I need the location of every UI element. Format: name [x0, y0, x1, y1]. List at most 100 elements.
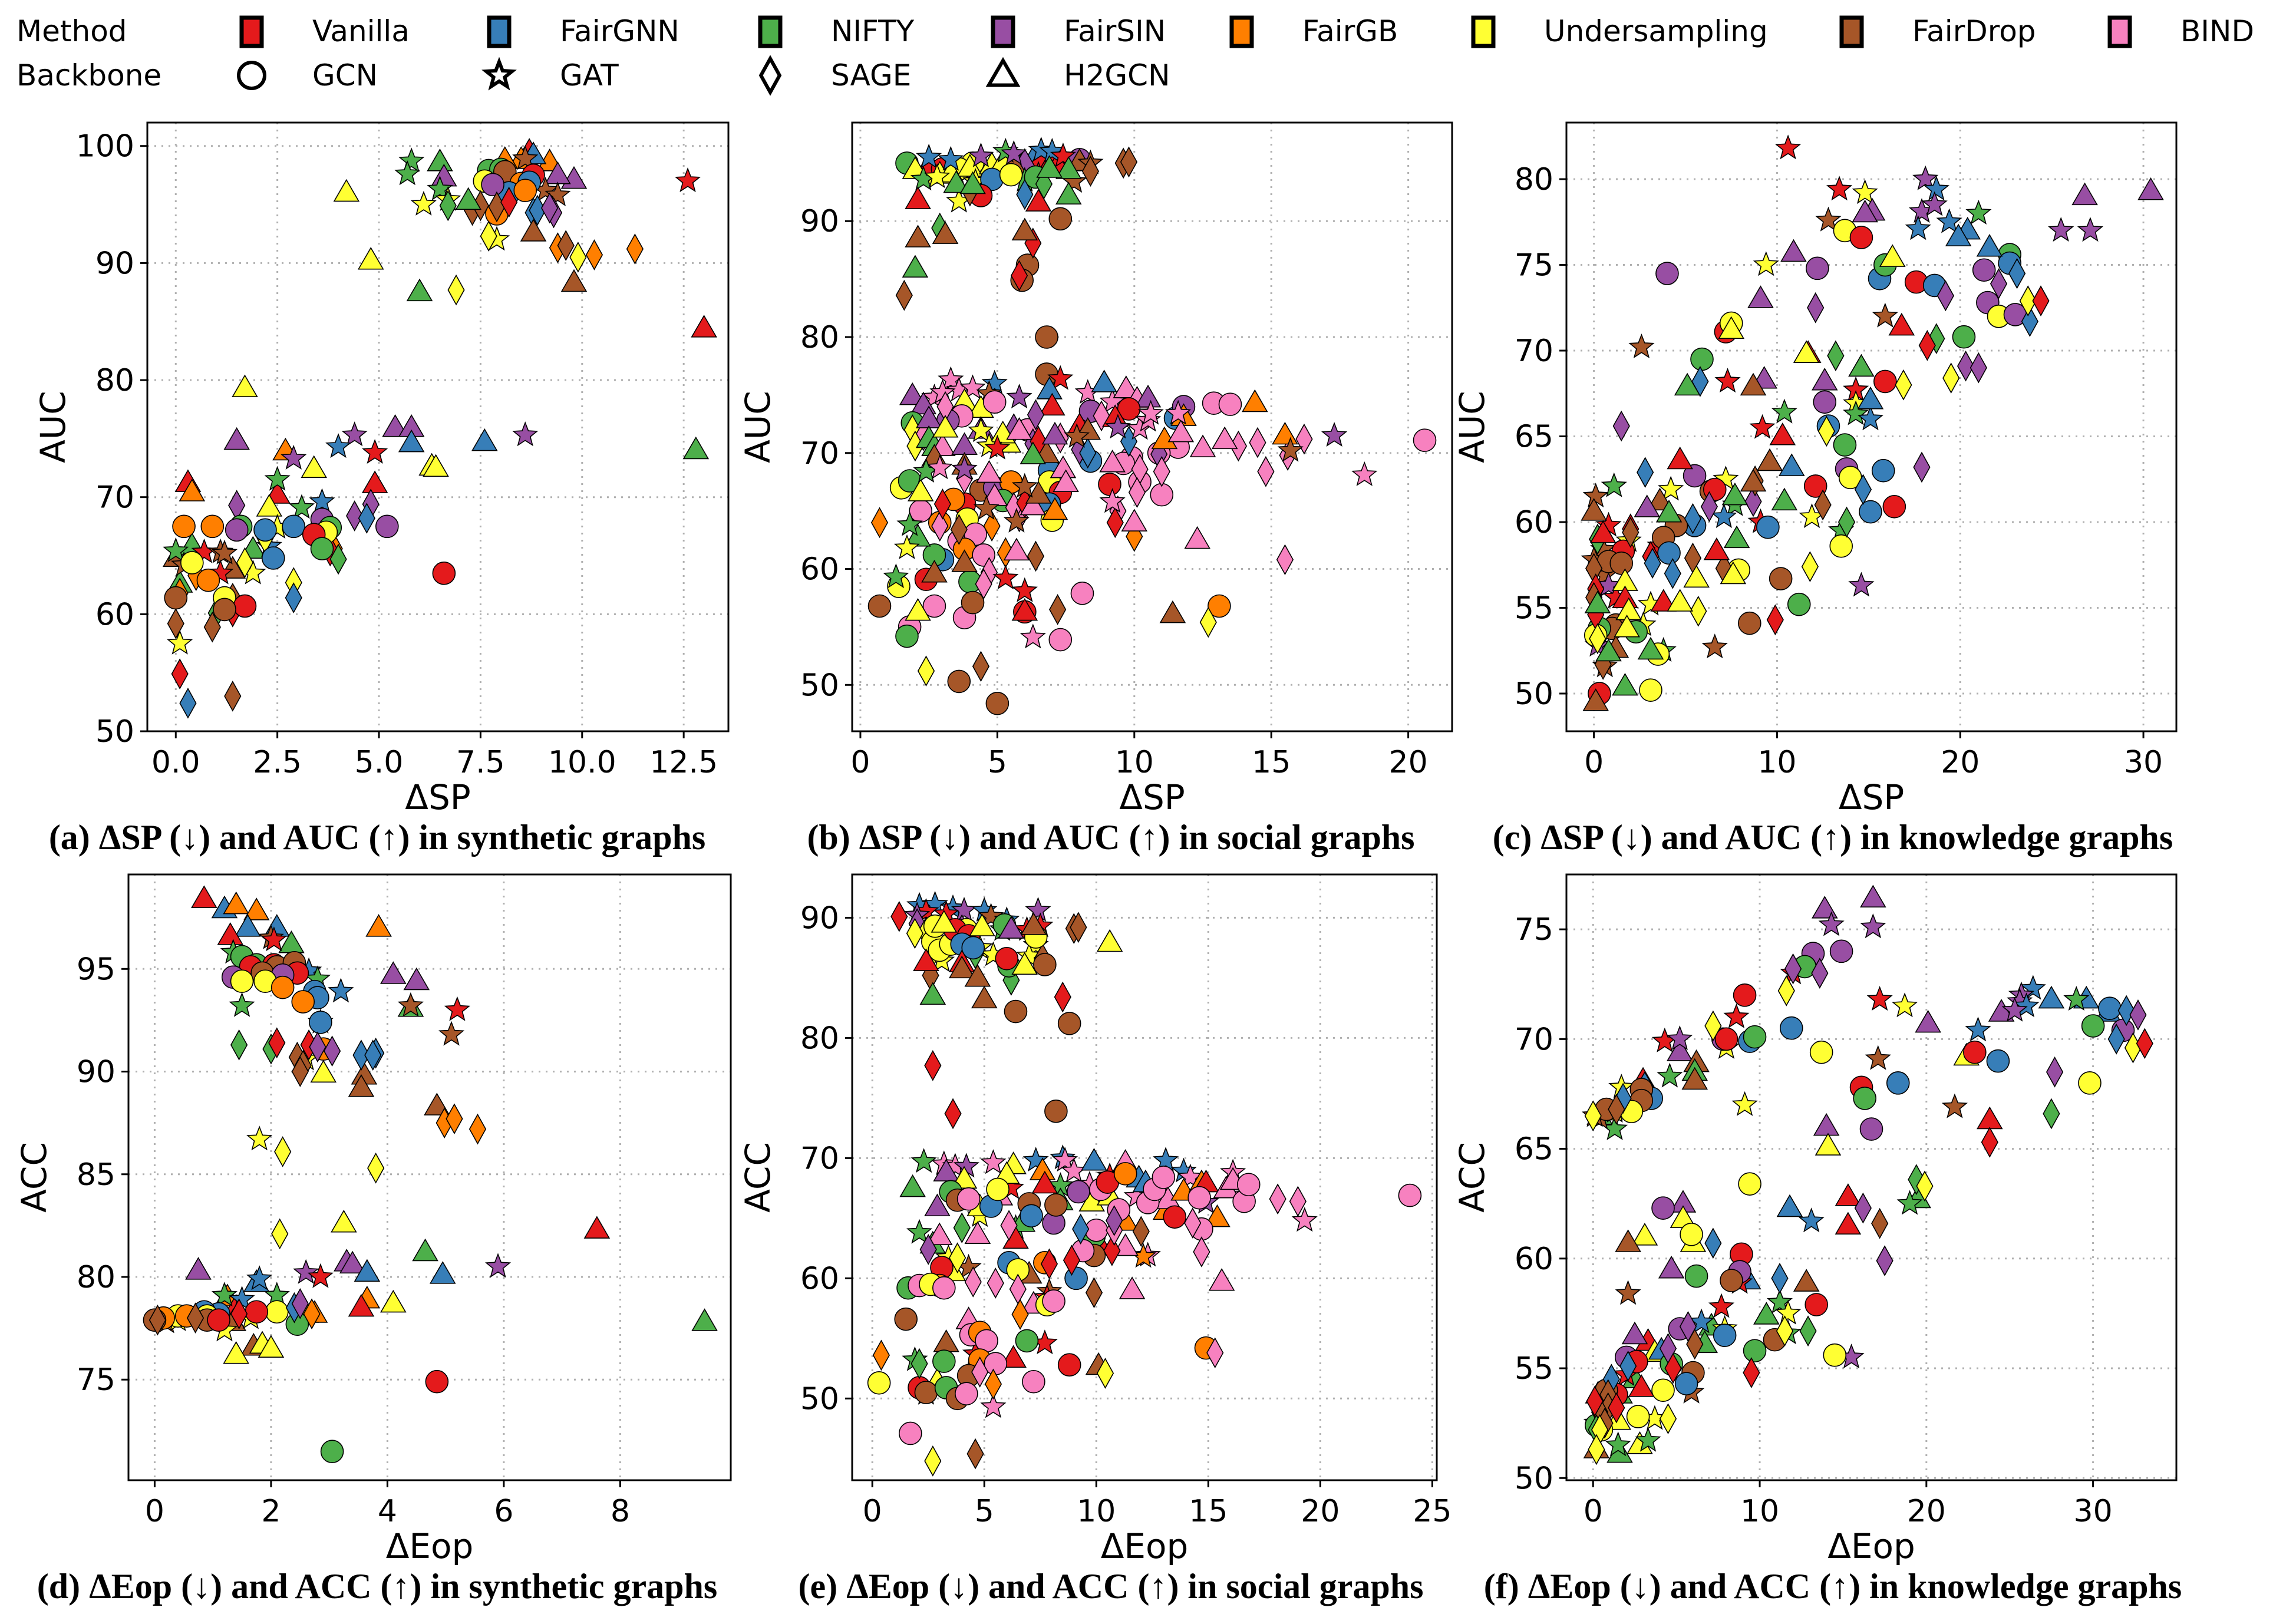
legend-item-fairgb: FairGB	[1229, 14, 1398, 48]
point-undersampling-diamond	[274, 1136, 292, 1167]
point-fairgnn-diamond	[1637, 457, 1654, 488]
point-fairdrop-diamond	[972, 651, 990, 682]
point-fairsin-triangle	[1860, 884, 1886, 908]
point-fairgnn-star	[938, 146, 964, 171]
point-fairgb-triangle	[223, 891, 249, 915]
point-undersampling-triangle	[331, 1209, 357, 1233]
point-undersampling-triangle	[1011, 952, 1038, 975]
point-undersampling-circle	[265, 1300, 289, 1324]
point-fairgb-circle	[200, 514, 225, 539]
point-fairdrop-diamond	[950, 514, 968, 545]
x-tick-label: 8	[611, 1494, 630, 1529]
point-nifty-diamond	[911, 1348, 928, 1379]
point-fairgb-triangle	[1204, 1204, 1231, 1227]
point-fairdrop-star	[512, 145, 539, 170]
legend-item-nifty: NIFTY	[758, 14, 915, 48]
x-tick-label: 10	[1740, 1494, 1779, 1529]
point-nifty-circle	[1833, 433, 1857, 457]
point-vanilla-star	[307, 1263, 334, 1288]
point-bind-circle	[1048, 628, 1073, 652]
point-vanilla-circle	[207, 1308, 230, 1332]
y-tick-label: 100	[76, 129, 134, 164]
point-undersampling-triangle	[969, 913, 995, 936]
y-tick-label: 80	[800, 1021, 839, 1056]
point-fairgb-circle	[196, 568, 220, 592]
point-fairsin-triangle	[1634, 494, 1661, 517]
point-vanilla-circle	[1849, 226, 1873, 249]
point-fairdrop-circle	[961, 590, 985, 615]
point-bind-triangle	[1003, 537, 1030, 561]
point-fairsin-diamond	[919, 1234, 937, 1265]
point-bind-circle	[982, 390, 1007, 414]
point-fairdrop-star	[1872, 302, 1898, 328]
point-bind-circle	[1152, 1166, 1176, 1189]
point-fairdrop-star	[1011, 473, 1038, 498]
point-undersampling-star	[893, 534, 921, 559]
point-bind-diamond	[1289, 1186, 1307, 1217]
point-fairsin-star	[2001, 996, 2028, 1022]
point-nifty-diamond	[1838, 506, 1856, 538]
point-nifty-triangle	[1055, 181, 1082, 205]
point-fairsin-diamond	[2129, 999, 2147, 1031]
point-vanilla-star	[674, 167, 701, 193]
point-vanilla-diamond	[1743, 1357, 1760, 1388]
point-fairsin-star	[1321, 422, 1348, 447]
legend-item-gat: GAT	[481, 57, 619, 93]
y-tick-label: 65	[1515, 420, 1553, 455]
point-fairdrop-triangle	[1740, 468, 1767, 492]
point-fairgnn-star	[1965, 1016, 1991, 1042]
x-tick-label: 5	[975, 1494, 994, 1529]
legend-swatch-fairgnn	[487, 15, 512, 48]
x-tick-label: 0.0	[151, 745, 200, 780]
point-fairsin-diamond	[1700, 491, 1718, 523]
point-undersampling-diamond	[271, 1218, 289, 1250]
y-tick-label: 75	[1515, 912, 1553, 948]
point-fairsin-diamond	[1990, 268, 2008, 299]
point-undersampling-circle	[1809, 1040, 1833, 1064]
legend-label: Vanilla	[312, 14, 410, 48]
y-tick-label: 90	[800, 900, 839, 936]
point-fairsin-triangle	[1852, 199, 1878, 223]
point-undersampling-diamond	[949, 1242, 966, 1274]
y-tick-label: 50	[1515, 676, 1553, 712]
point-fairgb-triangle	[365, 914, 392, 937]
point-fairsin-star	[1025, 896, 1051, 922]
point-vanilla-triangle	[1031, 1170, 1058, 1194]
point-fairdrop-star	[1815, 206, 1842, 232]
point-fairgb-triangle	[1041, 497, 1068, 520]
point-bind-circle	[1070, 582, 1094, 605]
point-vanilla-triangle	[1667, 446, 1693, 470]
point-undersampling-star	[1891, 992, 1918, 1018]
point-fairsin-diamond	[541, 192, 559, 224]
point-bind-diamond	[987, 1267, 1004, 1299]
point-undersampling-triangle	[1667, 589, 1693, 612]
point-nifty-triangle	[905, 523, 931, 547]
point-fairgnn-star	[246, 1265, 273, 1290]
point-bind-diamond	[1206, 1337, 1224, 1369]
point-undersampling-triangle	[932, 415, 959, 438]
point-undersampling-diamond	[1817, 415, 1835, 447]
point-fairgnn-circle	[282, 514, 306, 539]
point-nifty-star	[2063, 986, 2090, 1011]
legend-label: FairDrop	[1912, 14, 2036, 48]
point-vanilla-triangle	[1835, 1183, 1862, 1206]
point-fairsin-diamond	[291, 1288, 309, 1319]
point-undersampling-circle	[230, 969, 254, 993]
y-tick-label: 70	[1515, 334, 1553, 369]
point-fairgnn-circle	[1986, 1049, 2010, 1073]
point-fairdrop-triangle	[948, 955, 975, 979]
point-nifty-star	[211, 1282, 238, 1307]
point-nifty-diamond	[1799, 1315, 1817, 1347]
y-tick-label: 60	[1515, 505, 1553, 540]
point-fairgnn-star	[1923, 176, 1949, 201]
point-nifty-circle	[932, 1349, 956, 1373]
legend-item-undersampling: Undersampling	[1471, 14, 1768, 48]
point-bind-circle	[1218, 392, 1242, 416]
point-fairdrop-triangle	[1681, 1067, 1708, 1090]
point-bind-star	[1137, 400, 1164, 425]
point-nifty-circle	[1015, 1329, 1039, 1353]
x-tick-label: 0	[1584, 745, 1604, 780]
point-undersampling-triangle	[380, 1289, 407, 1313]
point-vanilla-diamond	[500, 186, 518, 218]
point-bind-circle	[1398, 1183, 1422, 1207]
